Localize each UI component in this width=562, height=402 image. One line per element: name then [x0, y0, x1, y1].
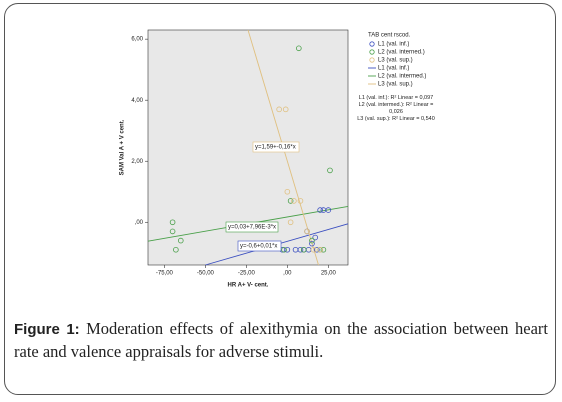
point	[314, 246, 320, 253]
point	[309, 240, 315, 247]
point	[291, 198, 297, 204]
equation: y=0,03+7,96E-3*x	[228, 225, 276, 231]
fit-notes: L1 (val. inf.): R² Linear = 0,097 L2 (val…	[356, 95, 436, 123]
point	[297, 246, 304, 253]
equation: y=-0,6+0,01*x	[240, 244, 277, 250]
point	[317, 207, 323, 213]
caption-label: Figure 1:	[14, 321, 80, 338]
legend-label: L3 (val. sup.)	[378, 82, 413, 88]
point	[320, 246, 327, 253]
legend-label: L2 (val. interned.)	[378, 50, 425, 56]
point	[309, 237, 315, 244]
point	[276, 106, 282, 113]
point	[325, 207, 332, 213]
point	[287, 198, 294, 204]
point	[177, 237, 184, 244]
legend-label: L3 (val. sup.)	[378, 58, 413, 64]
equation-box	[225, 221, 279, 233]
point	[284, 246, 291, 253]
legend-label: L1 (val. inf.)	[378, 66, 409, 72]
legend-title: TAB cent rscod.	[368, 33, 411, 39]
frame	[4, 3, 556, 395]
x-tick-label: -25,00	[238, 271, 256, 277]
x-tick-label: ,00	[283, 271, 292, 277]
fit-note: L1 (val. inf.): R² Linear = 0,097	[358, 95, 434, 101]
y-tick-label: ,00	[135, 220, 144, 226]
caption-text: Moderation effects of alexithymia on the…	[14, 319, 548, 361]
y-tick-label: 2,00	[131, 159, 143, 165]
point	[317, 246, 323, 253]
y-tick-label: 4,00	[131, 98, 143, 104]
caption: Figure 1: Moderation effects of alexithy…	[14, 318, 548, 363]
x-tick-label: 25,00	[321, 271, 337, 277]
point	[296, 45, 302, 52]
x-tick-label: -75,00	[156, 271, 174, 277]
point	[310, 246, 317, 253]
y-axis-label: SAM Val A + V cent.	[120, 119, 126, 175]
x-axis-label: HR A+ V- cent.	[228, 283, 269, 289]
point	[312, 234, 319, 241]
point	[304, 228, 310, 235]
equation-box	[237, 240, 282, 252]
legend-label: L1 (val. inf.)	[378, 42, 409, 48]
fit-note: L2 (val. intermed.): R² Linear = 0,026	[358, 102, 434, 115]
legend-marker	[369, 41, 375, 47]
point	[287, 219, 294, 226]
legend-marker	[369, 57, 375, 63]
y-tick-label: 6,00	[131, 37, 143, 43]
point	[173, 246, 179, 253]
point	[282, 106, 289, 113]
legend-marker	[369, 49, 375, 55]
point	[297, 198, 304, 204]
chart: ,00 2,00 4,00 6,00 -75,00 -50,00 -25,00 ,00 25,0…	[120, 29, 426, 289]
fit-note: L3 (val. sup.): R² Linear = 0,540	[357, 116, 435, 122]
point	[281, 246, 287, 253]
point	[284, 188, 291, 195]
x-tick-label: -50,00	[197, 271, 215, 277]
point	[169, 228, 176, 235]
point	[169, 219, 176, 226]
point	[300, 246, 307, 253]
equation: y=1,59+-0,16*x	[255, 145, 296, 151]
point	[327, 167, 333, 174]
legend-label: L2 (val. intermed.)	[378, 74, 426, 80]
equation-box	[252, 141, 300, 153]
